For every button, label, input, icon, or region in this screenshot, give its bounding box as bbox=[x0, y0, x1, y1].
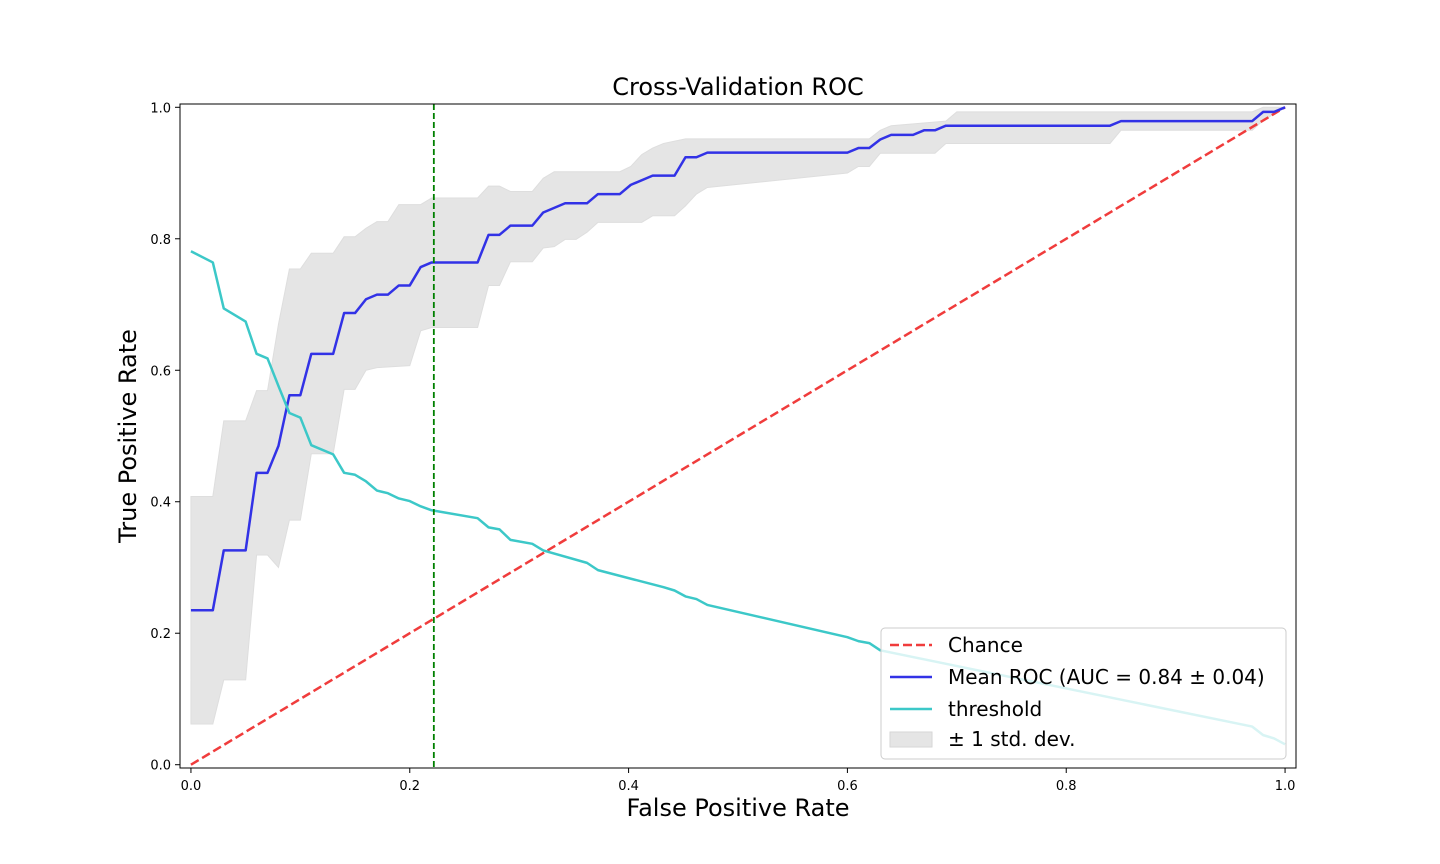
x-axis-title: False Positive Rate bbox=[626, 794, 849, 822]
y-tick-label: 0.6 bbox=[150, 364, 171, 379]
chart-title: Cross-Validation ROC bbox=[612, 73, 864, 101]
x-tick-label: 1.0 bbox=[1275, 779, 1296, 794]
plot-area bbox=[190, 104, 1287, 768]
x-tick-label: 0.0 bbox=[181, 779, 202, 794]
x-tick-label: 0.2 bbox=[399, 779, 420, 794]
y-tick-label: 0.8 bbox=[150, 233, 171, 248]
legend-label-chance: Chance bbox=[948, 633, 1023, 657]
y-tick-label: 0.4 bbox=[150, 496, 171, 511]
y-tick-label: 0.2 bbox=[150, 627, 171, 642]
legend-label-mean-roc: Mean ROC (AUC = 0.84 ± 0.04) bbox=[948, 665, 1265, 689]
x-axis-ticks: 0.0 0.2 0.4 0.6 0.8 1.0 bbox=[181, 768, 1296, 794]
x-tick-label: 0.4 bbox=[618, 779, 639, 794]
legend-swatch-std-band bbox=[889, 731, 933, 748]
plot-frame bbox=[179, 103, 1297, 769]
legend-box bbox=[880, 627, 1287, 760]
chance-line bbox=[190, 106, 1286, 766]
legend-label-threshold: threshold bbox=[948, 697, 1042, 721]
threshold-line bbox=[190, 250, 1286, 746]
y-tick-label: 1.0 bbox=[150, 101, 171, 116]
legend-label-std-band: ± 1 std. dev. bbox=[948, 727, 1076, 751]
legend: Chance Mean ROC (AUC = 0.84 ± 0.04) thre… bbox=[880, 627, 1287, 760]
y-axis-ticks: 0.0 0.2 0.4 0.6 0.8 1.0 bbox=[150, 101, 180, 774]
x-tick-label: 0.6 bbox=[837, 779, 858, 794]
mean-roc-line bbox=[190, 106, 1286, 612]
y-tick-label: 0.0 bbox=[150, 759, 171, 774]
y-axis-title: True Positive Rate bbox=[114, 329, 142, 544]
x-tick-label: 0.8 bbox=[1056, 779, 1077, 794]
